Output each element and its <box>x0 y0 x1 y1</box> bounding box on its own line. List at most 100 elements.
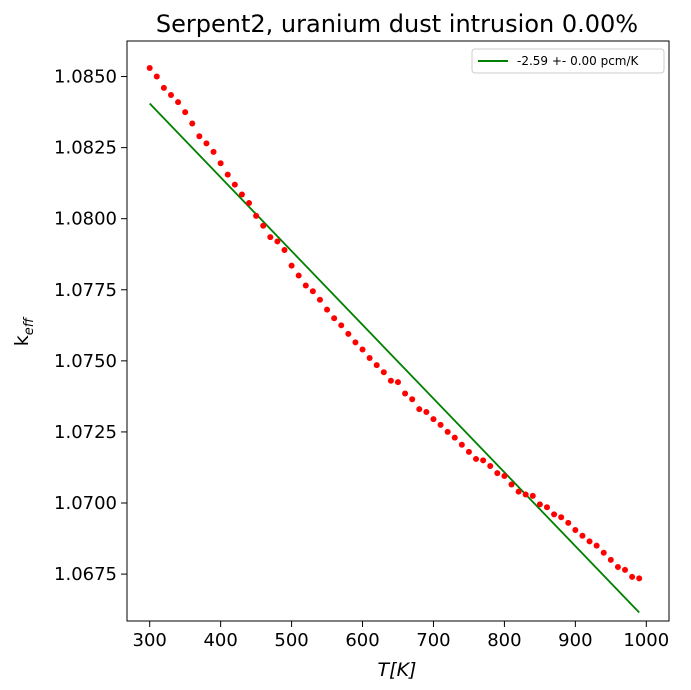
data-point <box>231 181 238 188</box>
fit-line <box>149 102 640 614</box>
y-tick-label: 1.0750 <box>54 351 117 372</box>
data-point <box>551 511 558 518</box>
data-point <box>529 492 536 499</box>
data-point <box>522 491 529 498</box>
data-point <box>416 406 423 413</box>
x-axis-label: T[K] <box>378 659 417 681</box>
data-point <box>543 504 550 511</box>
data-point <box>494 470 501 477</box>
y-tick-label: 1.0825 <box>54 138 117 159</box>
data-point <box>480 457 487 464</box>
y-tick-label: 1.0775 <box>54 280 117 301</box>
chart-title: Serpent2, uranium dust intrusion 0.00% <box>156 10 638 38</box>
data-point <box>175 99 182 106</box>
data-point <box>629 573 636 580</box>
data-point <box>565 519 572 526</box>
data-point <box>295 272 302 279</box>
plot-area <box>127 41 669 621</box>
data-point <box>473 455 480 462</box>
x-axis-ticks: 300 400 500 600 700 800 900 1000 <box>133 621 669 651</box>
data-point <box>288 262 295 269</box>
data-point <box>600 549 607 556</box>
x-tick-label: 300 <box>133 630 167 651</box>
data-point <box>515 488 522 495</box>
data-point <box>508 481 515 488</box>
x-tick-label: 600 <box>345 630 379 651</box>
data-point <box>444 428 451 435</box>
data-point <box>274 238 281 245</box>
data-point <box>253 212 260 219</box>
data-point <box>182 109 189 116</box>
data-point <box>146 65 153 72</box>
x-tick-label: 500 <box>274 630 308 651</box>
data-point <box>558 514 565 521</box>
y-tick-label: 1.0700 <box>54 493 117 514</box>
data-point <box>373 362 380 369</box>
data-point <box>167 92 174 99</box>
data-point <box>238 191 245 198</box>
data-point <box>189 120 196 127</box>
data-point <box>217 160 224 167</box>
data-point <box>586 538 593 545</box>
legend-label-fit-line: -2.59 +- 0.00 pcm/K <box>517 54 640 68</box>
y-tick-label: 1.0675 <box>54 564 117 585</box>
data-point <box>465 448 472 455</box>
data-point <box>309 288 316 295</box>
x-tick-label: 800 <box>487 630 521 651</box>
data-point <box>430 416 437 423</box>
data-point <box>572 527 579 534</box>
data-point <box>387 377 394 384</box>
data-point <box>451 434 458 441</box>
data-point <box>267 234 274 241</box>
data-point <box>316 296 323 303</box>
legend-box <box>471 48 665 74</box>
data-point <box>224 171 231 178</box>
data-point <box>203 140 210 147</box>
data-point <box>324 306 331 313</box>
data-point <box>402 390 409 397</box>
x-tick-label: 700 <box>416 630 450 651</box>
y-axis-label: keff <box>11 316 37 346</box>
data-point <box>409 396 416 403</box>
y-tick-label: 1.0725 <box>54 422 117 443</box>
data-point <box>423 409 430 416</box>
data-point <box>536 501 543 508</box>
y-axis-label-sub: eff <box>22 316 37 335</box>
y-axis-label-main: k <box>11 335 33 346</box>
data-point <box>395 379 401 386</box>
data-point <box>501 473 508 479</box>
data-points-layer <box>146 65 643 582</box>
y-tick-label: 1.0850 <box>54 67 117 88</box>
data-point <box>260 222 267 229</box>
data-point <box>352 339 359 346</box>
x-tick-label: 900 <box>558 630 592 651</box>
data-point <box>579 532 586 539</box>
data-point <box>302 282 309 289</box>
plot-frame <box>126 40 670 622</box>
fit-line-layer <box>149 102 640 614</box>
x-tick-label: 1000 <box>623 630 669 651</box>
legend: -2.59 +- 0.00 pcm/K <box>471 48 665 74</box>
data-point <box>458 441 465 448</box>
data-point <box>345 330 352 337</box>
y-axis-ticks: 1.0675 1.0700 1.0725 1.0750 1.0775 1.0800 1.08… <box>54 67 127 585</box>
data-point <box>636 575 643 582</box>
data-point <box>359 346 366 353</box>
data-point <box>210 148 217 155</box>
data-point <box>614 563 621 570</box>
data-point <box>196 133 203 140</box>
data-point <box>437 421 444 428</box>
data-point <box>246 200 253 207</box>
x-tick-label: 400 <box>203 630 237 651</box>
y-tick-label: 1.0800 <box>54 209 117 230</box>
data-point <box>281 246 288 253</box>
data-point <box>622 566 629 573</box>
data-point <box>593 542 600 549</box>
data-point <box>160 84 167 91</box>
data-point <box>331 315 338 322</box>
data-point <box>487 463 494 470</box>
data-point <box>380 369 387 376</box>
data-point <box>366 355 373 362</box>
data-point <box>153 73 160 80</box>
